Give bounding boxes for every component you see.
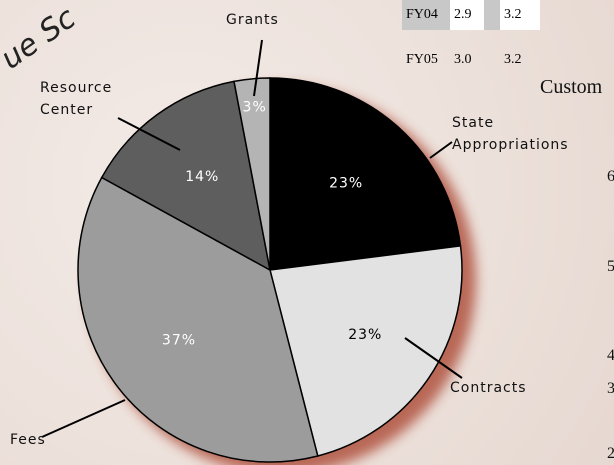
value-label: 23% [329,176,363,192]
leader-line [429,141,453,159]
pie-slice [77,176,319,463]
pie-slice [269,77,462,271]
table-cell: 3.2 [504,52,522,67]
leader-line [404,337,463,379]
axis-label: 2 [607,445,614,462]
value-label: 37% [162,333,196,349]
category-label: Fees [10,432,46,448]
table-cell: FY04 [402,0,450,30]
leader-line [253,39,263,97]
table-cell: 2.9 [450,0,484,30]
pie: 23% 23% 37% 14% 3% [77,77,463,463]
value-label: 23% [348,327,382,343]
table-cell [484,0,500,30]
table-cell: FY05 [406,52,438,67]
leader-line [41,399,126,438]
decor-text: ue Sc [0,0,83,76]
table-caption: Custom [540,76,603,98]
pie-slice [233,77,271,271]
leader-lines [41,39,463,438]
axis-label: 6 [607,168,614,185]
category-label: Contracts [450,380,527,396]
value-label: 3% [243,100,267,116]
value-label: 14% [185,169,219,185]
leader-line [117,117,181,151]
axis-label: 3 [607,380,614,397]
axis-label: 4 [607,347,614,364]
table-cell: 3.2 [500,0,540,30]
category-label: Grants [226,12,279,28]
pie-slice [269,245,463,457]
category-label: Resource Center [40,80,113,118]
pie-slice [100,80,272,272]
category-label: State Appropriations [452,115,569,153]
table-cell: 3.0 [454,52,472,67]
axis-label: 5 [607,258,614,275]
